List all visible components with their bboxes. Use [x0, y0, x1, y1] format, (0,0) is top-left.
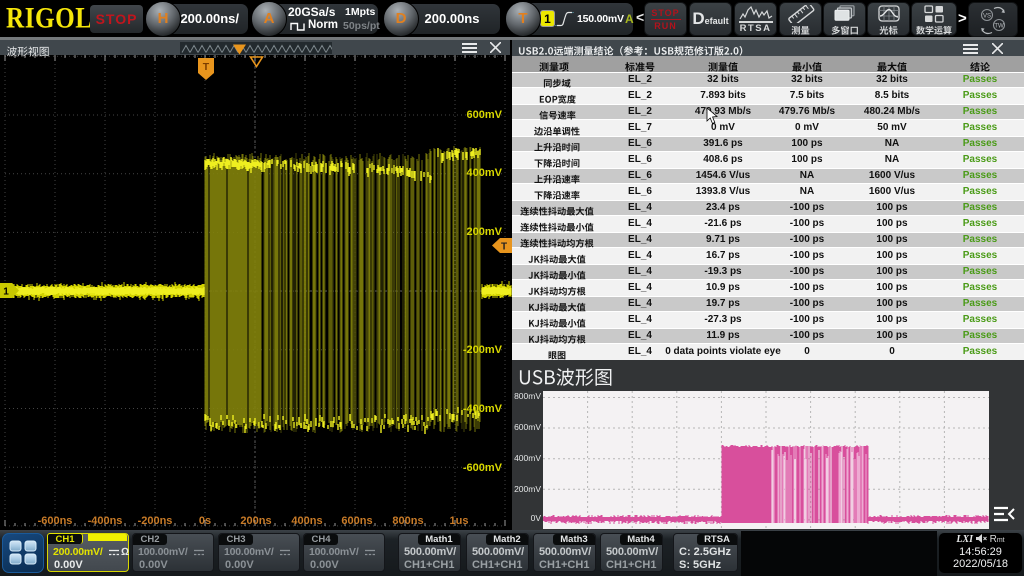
svg-text:T: T — [203, 61, 210, 73]
svg-text:1: 1 — [3, 287, 9, 298]
svg-text:TW: TW — [994, 24, 1004, 30]
svg-text:T: T — [501, 242, 507, 253]
svg-text:VS: VS — [983, 14, 991, 20]
